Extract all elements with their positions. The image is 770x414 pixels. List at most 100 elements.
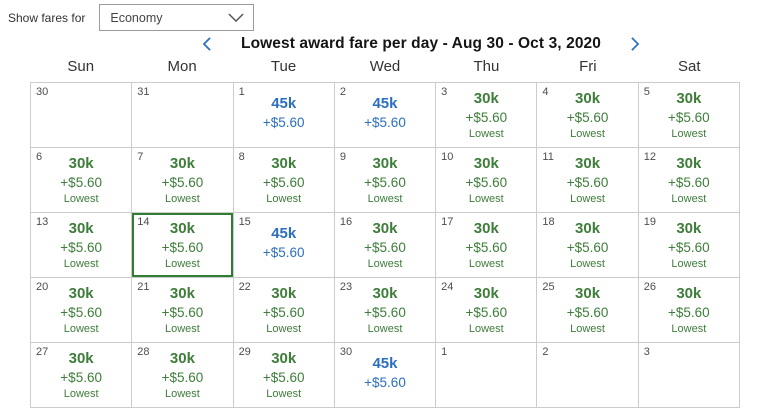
award-fare-fee: +$5.60 xyxy=(668,304,710,320)
fare-block: 30k +$5.60 Lowest xyxy=(537,213,637,270)
fare-block: 30k +$5.60 Lowest xyxy=(537,83,637,140)
next-dates-button[interactable] xyxy=(628,35,642,53)
day-number: 3 xyxy=(643,346,650,358)
lowest-fare-badge: Lowest xyxy=(367,322,403,335)
calendar-cell[interactable]: 18 30k +$5.60 Lowest xyxy=(537,213,639,278)
day-number: 30 xyxy=(36,86,49,98)
award-fare-miles: 45k xyxy=(271,95,297,112)
calendar-cell[interactable]: 4 30k +$5.60 Lowest xyxy=(537,83,639,148)
calendar-cell[interactable]: 22 30k +$5.60 Lowest xyxy=(233,278,335,343)
calendar-cell[interactable]: 27 30k +$5.60 Lowest xyxy=(31,343,133,408)
lowest-fare-badge: Lowest xyxy=(570,322,605,335)
calendar-cell[interactable]: 1 45k +$5.60 xyxy=(233,83,335,148)
day-number: 19 xyxy=(643,216,656,228)
fare-block: 30k +$5.60 Lowest xyxy=(132,213,232,270)
calendar-cell[interactable]: 17 30k +$5.60 Lowest xyxy=(436,213,538,278)
calendar-cell[interactable]: 11 30k +$5.60 Lowest xyxy=(537,148,639,213)
calendar-cell[interactable]: 6 30k +$5.60 Lowest xyxy=(31,148,133,213)
award-fare-fee: +$5.60 xyxy=(161,369,204,385)
calendar-cell[interactable]: 5 30k +$5.60 Lowest xyxy=(638,83,740,148)
previous-dates-button[interactable] xyxy=(200,35,214,53)
award-fare-miles: 30k xyxy=(372,155,398,172)
day-name-label: Sun xyxy=(67,58,95,75)
calendar-cell[interactable]: 16 30k +$5.60 Lowest xyxy=(334,213,437,278)
award-fare-fee: +$5.60 xyxy=(465,174,508,190)
fare-class-selected-value: Economy xyxy=(110,10,163,25)
calendar-cell[interactable]: 8 30k +$5.60 Lowest xyxy=(233,148,335,213)
fare-block: 30k +$5.60 Lowest xyxy=(234,343,334,400)
calendar-cell[interactable]: 19 30k +$5.60 Lowest xyxy=(638,213,740,278)
calendar-cell[interactable]: 7 30k +$5.60 Lowest xyxy=(132,148,234,213)
calendar-cell[interactable]: 14 30k +$5.60 Lowest xyxy=(132,213,234,278)
calendar-cell[interactable]: 24 30k +$5.60 Lowest xyxy=(436,278,538,343)
lowest-fare-badge: Lowest xyxy=(671,127,707,140)
award-fare-miles: 30k xyxy=(68,285,94,302)
lowest-fare-badge: Lowest xyxy=(671,257,707,270)
chevron-left-icon xyxy=(202,37,211,51)
day-number: 9 xyxy=(339,151,346,163)
lowest-fare-badge: Lowest xyxy=(266,387,302,400)
award-fare-miles: 30k xyxy=(169,155,195,172)
award-fare-fee: +$5.60 xyxy=(364,174,406,190)
calendar-cell[interactable]: 28 30k +$5.60 Lowest xyxy=(132,343,234,408)
calendar-cell[interactable]: 15 45k +$5.60 xyxy=(233,213,335,278)
fare-block: 45k +$5.60 xyxy=(335,343,435,390)
award-fare-miles: 30k xyxy=(473,155,499,172)
calendar-cell[interactable]: 20 30k +$5.60 Lowest xyxy=(31,278,133,343)
fare-block: 45k +$5.60 xyxy=(234,213,334,260)
fare-block: 30k +$5.60 Lowest xyxy=(436,213,536,270)
award-fare-fee: +$5.60 xyxy=(465,239,508,255)
calendar-cell[interactable]: 25 30k +$5.60 Lowest xyxy=(537,278,639,343)
calendar-cell: 2 xyxy=(537,343,639,408)
day-number: 26 xyxy=(643,281,656,293)
award-fare-fee: +$5.60 xyxy=(566,109,609,125)
day-number: 6 xyxy=(36,151,43,163)
day-name-label: Tue xyxy=(270,58,297,75)
day-number: 5 xyxy=(643,86,650,98)
calendar-cell: 3 xyxy=(638,343,740,408)
lowest-fare-badge: Lowest xyxy=(570,127,605,140)
award-fare-fee: +$5.60 xyxy=(262,114,305,130)
day-number: 14 xyxy=(137,216,150,228)
day-number: 28 xyxy=(137,346,150,358)
award-fare-fee: +$5.60 xyxy=(668,109,710,125)
calendar-cell[interactable]: 2 45k +$5.60 xyxy=(334,83,437,148)
award-fare-fee: +$5.60 xyxy=(262,244,305,260)
lowest-fare-badge: Lowest xyxy=(266,192,302,205)
calendar-cell[interactable]: 29 30k +$5.60 Lowest xyxy=(233,343,335,408)
lowest-fare-badge: Lowest xyxy=(570,192,605,205)
calendar-cell[interactable]: 13 30k +$5.60 Lowest xyxy=(31,213,133,278)
fare-block: 30k +$5.60 Lowest xyxy=(132,278,232,335)
calendar-cell[interactable]: 3 30k +$5.60 Lowest xyxy=(436,83,538,148)
calendar-cell[interactable]: 23 30k +$5.60 Lowest xyxy=(334,278,437,343)
fare-block: 30k +$5.60 Lowest xyxy=(436,148,536,205)
fare-block: 30k +$5.60 Lowest xyxy=(132,148,232,205)
fare-block: 30k +$5.60 Lowest xyxy=(234,278,334,335)
calendar-cell[interactable]: 10 30k +$5.60 Lowest xyxy=(436,148,538,213)
award-fare-miles: 30k xyxy=(169,350,195,367)
award-fare-miles: 30k xyxy=(271,350,297,367)
award-fare-miles: 30k xyxy=(68,155,94,172)
award-fare-fee: +$5.60 xyxy=(364,114,406,130)
calendar-title-row: Lowest award fare per day - Aug 30 - Oct… xyxy=(36,35,770,53)
award-fare-fee: +$5.60 xyxy=(262,174,305,190)
lowest-fare-badge: Lowest xyxy=(266,322,302,335)
fare-block: 45k +$5.60 xyxy=(234,83,334,130)
award-fare-miles: 30k xyxy=(372,220,398,237)
calendar-cell[interactable]: 9 30k +$5.60 Lowest xyxy=(334,148,437,213)
calendar-grid: 30 31 1 45k +$5.60 2 45k +$5.60 3 30k +$5.60 Lowest… xyxy=(30,82,740,408)
calendar-cell[interactable]: 26 30k +$5.60 Lowest xyxy=(638,278,740,343)
fare-block: 30k +$5.60 Lowest xyxy=(639,213,739,270)
calendar-cell[interactable]: 21 30k +$5.60 Lowest xyxy=(132,278,234,343)
fare-class-dropdown[interactable]: Economy xyxy=(99,4,255,31)
calendar-cell[interactable]: 30 45k +$5.60 xyxy=(334,343,437,408)
calendar-cell[interactable]: 12 30k +$5.60 Lowest xyxy=(638,148,740,213)
award-fare-miles: 30k xyxy=(473,90,499,107)
award-fare-miles: 30k xyxy=(676,155,702,172)
fare-block: 30k +$5.60 Lowest xyxy=(31,343,131,400)
day-number: 21 xyxy=(137,281,150,293)
chevron-right-icon xyxy=(631,37,640,51)
award-fare-fee: +$5.60 xyxy=(60,369,102,385)
day-number: 8 xyxy=(238,151,245,163)
lowest-fare-badge: Lowest xyxy=(63,322,99,335)
